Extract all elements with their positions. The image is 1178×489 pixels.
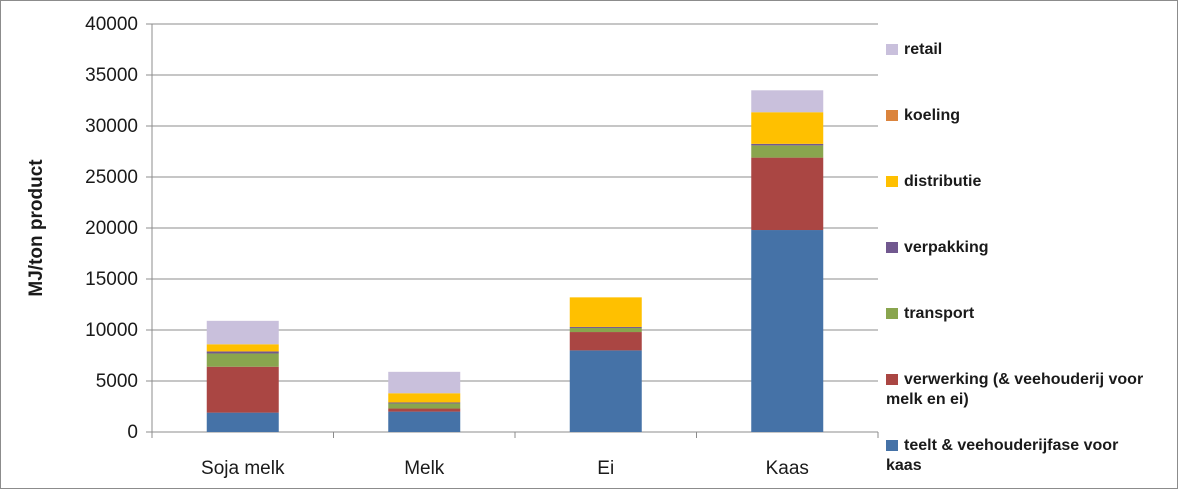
- x-category-label: Soja melk: [201, 458, 285, 479]
- x-category-label: Kaas: [766, 458, 809, 479]
- bar-segment: [751, 145, 824, 158]
- bar-segment: [751, 112, 824, 144]
- legend-label: teelt & veehouderijfase voor kaas: [886, 437, 1118, 474]
- bar-segment: [569, 350, 642, 432]
- legend-swatch: [886, 242, 898, 253]
- bar-segment: [569, 297, 642, 327]
- bar-segment: [388, 371, 461, 394]
- bar-segment: [206, 412, 279, 432]
- legend-swatch: [886, 176, 898, 187]
- bar-segment: [206, 320, 279, 345]
- legend-label: koeling: [904, 107, 960, 124]
- y-tick-label: 15000: [85, 269, 138, 290]
- bar-segment: [569, 326, 642, 328]
- bar-segment: [569, 327, 642, 333]
- bar-segment: [206, 344, 279, 352]
- bar-segment: [388, 393, 461, 403]
- y-tick-label: 0: [127, 422, 138, 443]
- y-axis-label: MJ/ton product: [26, 159, 47, 297]
- x-category-label: Melk: [404, 458, 445, 479]
- bar-segment: [388, 411, 461, 432]
- y-tick-label: 40000: [85, 14, 138, 35]
- bar-segment: [388, 402, 461, 404]
- bar-segment: [206, 353, 279, 367]
- bar-segment: [388, 408, 461, 412]
- legend-swatch: [886, 110, 898, 121]
- legend-swatch: [886, 44, 898, 55]
- y-tick-label: 20000: [85, 218, 138, 239]
- y-tick-label: 25000: [85, 167, 138, 188]
- legend-label: retail: [904, 41, 942, 58]
- y-tick-label: 30000: [85, 116, 138, 137]
- y-tick-label: 5000: [96, 371, 138, 392]
- bar-segment: [206, 351, 279, 354]
- legend-label: transport: [904, 305, 975, 322]
- bar-segment: [206, 366, 279, 413]
- bar-segment: [751, 157, 824, 231]
- legend-swatch: [886, 440, 898, 451]
- bar-segment: [751, 230, 824, 432]
- y-tick-label: 35000: [85, 65, 138, 86]
- legend-label: verpakking: [904, 239, 988, 256]
- x-category-label: Ei: [597, 458, 614, 479]
- y-tick-label: 10000: [85, 320, 138, 341]
- bar-segment: [388, 403, 461, 409]
- bar-segment: [751, 90, 824, 113]
- legend-label: distributie: [904, 173, 981, 190]
- legend-swatch: [886, 308, 898, 319]
- legend-label: verwerking (& veehouderij voor melk en ei…: [886, 371, 1143, 408]
- legend-swatch: [886, 374, 898, 385]
- bar-segment: [569, 332, 642, 351]
- bar-segment: [751, 143, 824, 146]
